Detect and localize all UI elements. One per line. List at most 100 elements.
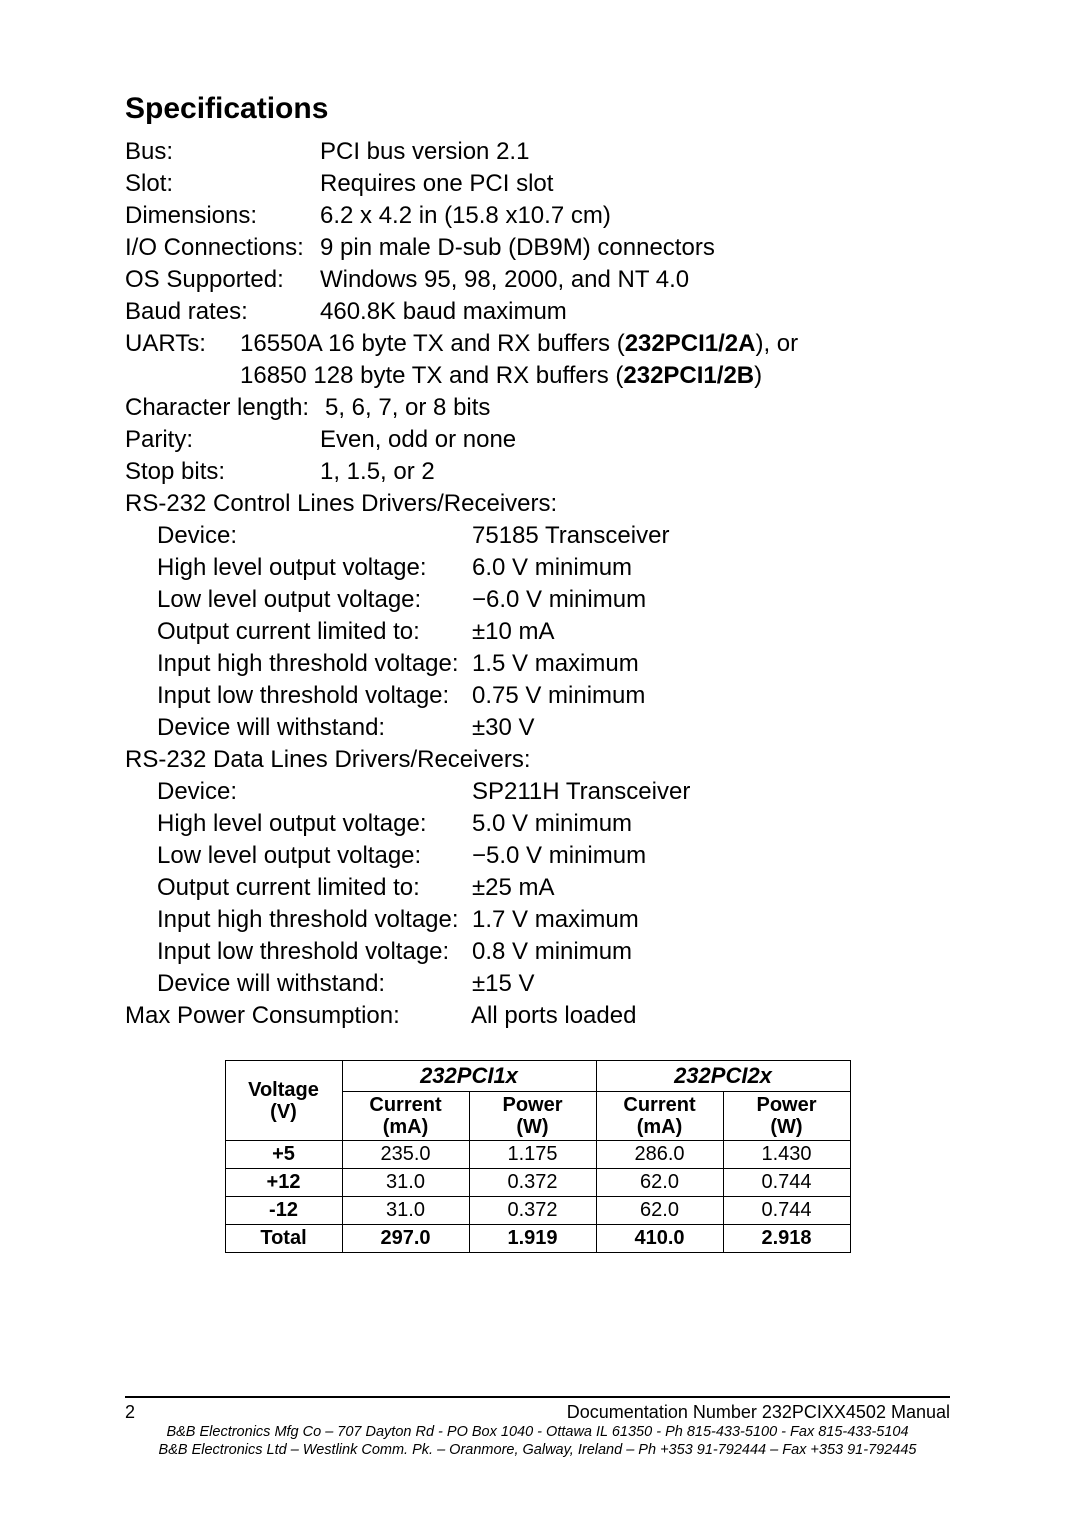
- sub-label: Input high threshold voltage:: [157, 648, 472, 680]
- uart-bold: 232PCI1/2A: [625, 330, 756, 357]
- sub-row: Device:SP211H Transceiver: [157, 776, 950, 808]
- cell: 0.372: [469, 1169, 596, 1197]
- spec-row-slot: Slot: Requires one PCI slot: [125, 168, 950, 200]
- spec-label: OS Supported:: [125, 264, 320, 296]
- spec-value: 9 pin male D-sub (DB9M) connectors: [320, 232, 950, 264]
- col-head-power: Power(W): [469, 1092, 596, 1141]
- cell: 410.0: [596, 1225, 723, 1253]
- col-head-voltage: Voltage (V): [225, 1061, 342, 1141]
- doc-title: Documentation Number 232PCIXX4502 Manual: [567, 1402, 950, 1423]
- sub-label: Output current limited to:: [157, 872, 472, 904]
- sub-label: High level output voltage:: [157, 552, 472, 584]
- head-line2: (mA): [637, 1116, 683, 1138]
- spec-row-dimensions: Dimensions: 6.2 x 4.2 in (15.8 x10.7 cm): [125, 200, 950, 232]
- spec-label: Slot:: [125, 168, 320, 200]
- sub-row: High level output voltage:5.0 V minimum: [157, 808, 950, 840]
- sub-value: 1.7 V maximum: [472, 904, 950, 936]
- sub-value: ±25 mA: [472, 872, 950, 904]
- spec-value: All ports loaded: [471, 1000, 636, 1032]
- cell: 286.0: [596, 1141, 723, 1169]
- head-line2: (V): [270, 1101, 297, 1123]
- sub-label: High level output voltage:: [157, 808, 472, 840]
- cell: 2.918: [723, 1225, 850, 1253]
- uart-text: 16550A 16 byte TX and RX buffers (: [240, 330, 625, 357]
- cell: 31.0: [342, 1197, 469, 1225]
- spec-value: Windows 95, 98, 2000, and NT 4.0: [320, 264, 950, 296]
- control-list: Device:75185 Transceiver High level outp…: [125, 520, 950, 744]
- voltage-cell: -12: [225, 1197, 342, 1225]
- spec-row-os: OS Supported: Windows 95, 98, 2000, and …: [125, 264, 950, 296]
- sub-label: Low level output voltage:: [157, 840, 472, 872]
- spec-label: UARTs:: [125, 328, 240, 392]
- sub-value: ±15 V: [472, 968, 950, 1000]
- cell: 1.175: [469, 1141, 596, 1169]
- spec-label: I/O Connections:: [125, 232, 320, 264]
- spec-value: 6.2 x 4.2 in (15.8 x10.7 cm): [320, 200, 950, 232]
- spec-row-uart: UARTs: 16550A 16 byte TX and RX buffers …: [125, 328, 950, 392]
- sub-label: Device:: [157, 776, 472, 808]
- page-title: Specifications: [125, 92, 950, 126]
- head-line2: (W): [516, 1116, 548, 1138]
- spec-value: PCI bus version 2.1: [320, 136, 950, 168]
- spec-value: Even, odd or none: [320, 424, 950, 456]
- cell: 62.0: [596, 1197, 723, 1225]
- sub-row: Device:75185 Transceiver: [157, 520, 950, 552]
- sub-label: Input low threshold voltage:: [157, 680, 472, 712]
- sub-value: SP211H Transceiver: [472, 776, 950, 808]
- col-head-current: Current(mA): [342, 1092, 469, 1141]
- cell: 235.0: [342, 1141, 469, 1169]
- sub-value: −6.0 V minimum: [472, 584, 950, 616]
- spec-label: Parity:: [125, 424, 320, 456]
- uart-text: ), or: [755, 330, 798, 357]
- table-row: Voltage (V) 232PCI1x 232PCI2x: [225, 1061, 850, 1092]
- spec-label: Max Power Consumption:: [125, 1000, 471, 1032]
- sub-label: Low level output voltage:: [157, 584, 472, 616]
- cell: 31.0: [342, 1169, 469, 1197]
- spec-row-baud: Baud rates: 460.8K baud maximum: [125, 296, 950, 328]
- sub-value: 5.0 V minimum: [472, 808, 950, 840]
- sub-value: 75185 Transceiver: [472, 520, 950, 552]
- head-line1: Current: [369, 1094, 441, 1116]
- spec-row-charlen: Character length: 5, 6, 7, or 8 bits: [125, 392, 950, 424]
- head-line2: (W): [770, 1116, 802, 1138]
- sub-row: Input high threshold voltage:1.7 V maxim…: [157, 904, 950, 936]
- uart-text: 16850 128 byte TX and RX buffers (: [240, 362, 623, 389]
- head-line1: Voltage: [248, 1079, 319, 1101]
- sub-label: Input low threshold voltage:: [157, 936, 472, 968]
- head-line2: (mA): [383, 1116, 429, 1138]
- spec-value: 460.8K baud maximum: [320, 296, 950, 328]
- sub-row: Input low threshold voltage:0.8 V minimu…: [157, 936, 950, 968]
- spec-label: Bus:: [125, 136, 320, 168]
- model-head-1: 232PCI1x: [342, 1061, 596, 1092]
- sub-value: 0.75 V minimum: [472, 680, 950, 712]
- model-head-2: 232PCI2x: [596, 1061, 850, 1092]
- head-line1: Power: [756, 1094, 816, 1116]
- table-row-total: Total 297.0 1.919 410.0 2.918: [225, 1225, 850, 1253]
- sub-row: Device will withstand:±30 V: [157, 712, 950, 744]
- total-label: Total: [225, 1225, 342, 1253]
- spec-row-stopbits: Stop bits: 1, 1.5, or 2: [125, 456, 950, 488]
- spec-label: Stop bits:: [125, 456, 320, 488]
- sub-value: 1.5 V maximum: [472, 648, 950, 680]
- sub-label: Device:: [157, 520, 472, 552]
- section-title-control: RS-232 Control Lines Drivers/Receivers:: [125, 488, 950, 520]
- sub-label: Input high threshold voltage:: [157, 904, 472, 936]
- uart-bold: 232PCI1/2B: [623, 362, 754, 389]
- voltage-cell: +5: [225, 1141, 342, 1169]
- cell: 0.372: [469, 1197, 596, 1225]
- cell: 0.744: [723, 1197, 850, 1225]
- document-page: Specifications Bus: PCI bus version 2.1 …: [0, 0, 1080, 1529]
- sub-row: Low level output voltage:−6.0 V minimum: [157, 584, 950, 616]
- spec-row-parity: Parity: Even, odd or none: [125, 424, 950, 456]
- cell: 1.430: [723, 1141, 850, 1169]
- col-head-current: Current(mA): [596, 1092, 723, 1141]
- sub-row: Low level output voltage:−5.0 V minimum: [157, 840, 950, 872]
- sub-row: Output current limited to:±25 mA: [157, 872, 950, 904]
- sub-row: High level output voltage:6.0 V minimum: [157, 552, 950, 584]
- sub-row: Output current limited to:±10 mA: [157, 616, 950, 648]
- table-row: +5 235.0 1.175 286.0 1.430: [225, 1141, 850, 1169]
- page-footer: 2 Documentation Number 232PCIXX4502 Manu…: [125, 1396, 950, 1459]
- sub-value: 0.8 V minimum: [472, 936, 950, 968]
- footer-address-us: B&B Electronics Mfg Co – 707 Dayton Rd -…: [125, 1423, 950, 1441]
- sub-value: 6.0 V minimum: [472, 552, 950, 584]
